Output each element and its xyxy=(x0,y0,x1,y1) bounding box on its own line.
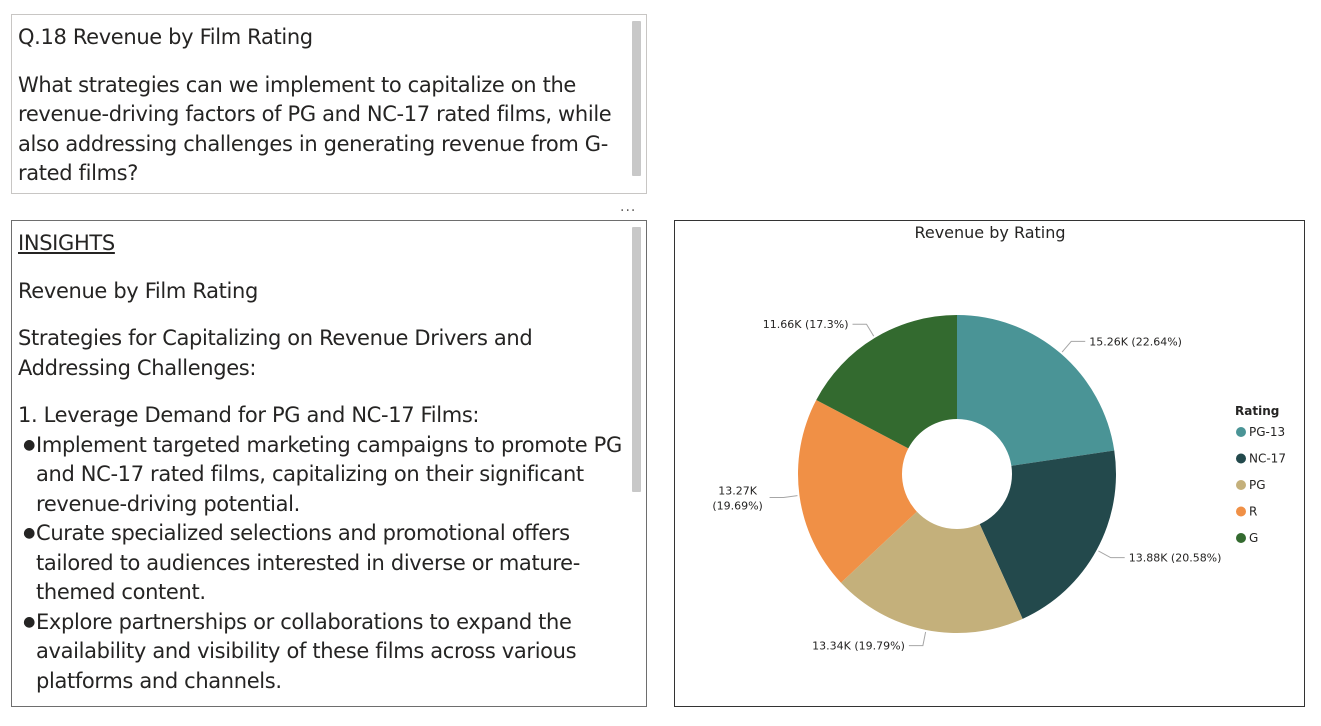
legend-marker-pg-13[interactable] xyxy=(1236,427,1246,437)
data-label-r: 13.27K (19.69%) xyxy=(712,484,763,512)
more-options-icon[interactable]: ... xyxy=(620,199,637,215)
question-textbox[interactable]: Q.18 Revenue by Film Rating What strateg… xyxy=(11,14,647,194)
bullet-dot-icon: ● xyxy=(23,525,35,541)
insights-scrollbar[interactable] xyxy=(632,227,641,492)
question-body: What strategies can we implement to capi… xyxy=(18,72,612,186)
leader-lines xyxy=(769,323,1125,647)
chart-title: Revenue by Rating xyxy=(914,223,1065,242)
leader-line-g xyxy=(852,323,875,337)
insight-bullet-text: Explore partnerships or collaborations t… xyxy=(36,609,577,693)
donut-slices xyxy=(798,315,1116,633)
legend-marker-r[interactable] xyxy=(1236,506,1246,517)
data-label-pg: 13.34K (19.79%) xyxy=(812,640,905,653)
question-scrollbar[interactable] xyxy=(632,21,641,176)
bullet-dot-icon: ● xyxy=(23,613,35,630)
leader-line-r xyxy=(769,495,798,498)
insight-bullet-text: Curate specialized selections and promot… xyxy=(36,521,580,604)
data-labels: 15.26K (22.64%) 13.88K (20.58%) 13.34K (19… xyxy=(712,318,1221,652)
legend-marker-nc-17[interactable] xyxy=(1236,453,1246,464)
revenue-by-rating-chart[interactable]: Revenue by Rating 15.26K (22.64%) 13.88K … xyxy=(674,220,1305,707)
insight-bullet: ● Explore partnerships or collaborations… xyxy=(18,608,636,697)
bullet-dot-icon: ● xyxy=(23,436,35,453)
insight-bullet: ● Curate specialized selections and prom… xyxy=(18,519,636,608)
legend-label-pg-13[interactable]: PG-13 xyxy=(1249,425,1285,439)
insight-bullet: ● Implement targeted marketing campaigns… xyxy=(18,431,636,520)
leader-line-pg-13 xyxy=(1061,340,1086,353)
insights-heading: INSIGHTS xyxy=(18,231,115,255)
insights-intro: Strategies for Capitalizing on Revenue D… xyxy=(18,326,533,380)
legend-label-r[interactable]: R xyxy=(1249,505,1257,519)
insights-subtitle: Revenue by Film Rating xyxy=(18,278,258,303)
legend-title: Rating xyxy=(1235,404,1279,418)
data-label-nc-17: 13.88K (20.58%) xyxy=(1129,552,1222,565)
donut-slice-g[interactable] xyxy=(816,315,957,449)
chart-legend: Rating PG-13 NC-17 PG RG xyxy=(1235,404,1286,545)
insight-bullet-text: Implement targeted marketing campaigns t… xyxy=(36,432,622,516)
leader-line-pg xyxy=(908,631,927,647)
data-label-pg-13: 15.26K (22.64%) xyxy=(1089,335,1182,348)
insights-section-title: 1. Leverage Demand for PG and NC-17 Film… xyxy=(18,403,480,427)
legend-label-g[interactable]: G xyxy=(1249,531,1258,545)
donut-slice-r[interactable] xyxy=(798,400,917,583)
question-title: Q.18 Revenue by Film Rating xyxy=(18,25,313,49)
donut-slice-pg-13[interactable] xyxy=(957,315,1115,466)
data-label-g: 11.66K (17.3%) xyxy=(763,318,849,331)
legend-marker-pg[interactable] xyxy=(1236,480,1246,490)
donut-chart-svg: Revenue by Rating 15.26K (22.64%) 13.88K … xyxy=(712,223,1286,653)
legend-label-pg[interactable]: PG xyxy=(1249,478,1266,492)
donut-slice-nc-17[interactable] xyxy=(979,450,1116,619)
legend-label-nc-17[interactable]: NC-17 xyxy=(1249,452,1286,466)
legend-marker-g[interactable] xyxy=(1236,533,1246,543)
insights-textbox[interactable]: INSIGHTS Revenue by Film Rating Strategi… xyxy=(11,220,647,707)
leader-line-nc-17 xyxy=(1098,550,1125,559)
donut-slice-pg[interactable] xyxy=(840,511,1023,633)
